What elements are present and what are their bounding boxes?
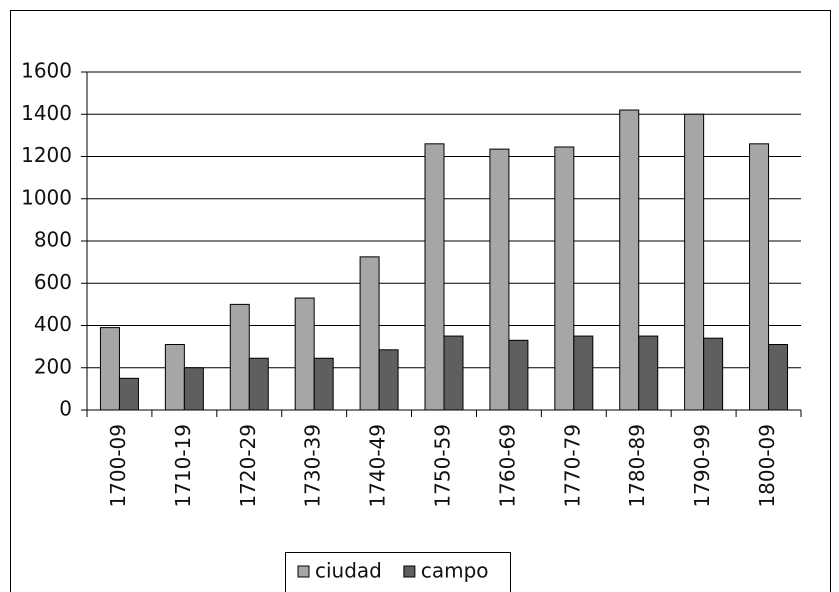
bar xyxy=(703,337,724,411)
bar xyxy=(99,327,120,411)
bar xyxy=(554,146,575,411)
x-tick-label: 1760-69 xyxy=(495,424,519,508)
legend-label: ciudad xyxy=(315,559,382,583)
bar xyxy=(619,109,640,411)
bar xyxy=(443,335,464,411)
y-tick-label: 800 xyxy=(34,228,72,252)
y-tick-label: 1400 xyxy=(21,101,72,125)
x-tick-label: 1800-09 xyxy=(755,424,779,508)
legend-label: campo xyxy=(421,559,489,583)
legend-box xyxy=(285,552,511,592)
y-tick-label: 400 xyxy=(34,312,72,336)
x-tick-label: 1730-39 xyxy=(301,424,325,508)
bar xyxy=(313,357,334,411)
bar xyxy=(573,335,594,411)
x-tick-label: 1700-09 xyxy=(106,424,130,508)
x-tick-label: 1720-29 xyxy=(236,424,260,508)
bar xyxy=(489,148,510,411)
bar xyxy=(229,303,250,411)
bar xyxy=(508,339,529,411)
y-tick-label: 1600 xyxy=(21,59,72,83)
y-tick-label: 1000 xyxy=(21,185,72,209)
legend-swatch xyxy=(297,565,310,578)
bar xyxy=(359,256,380,411)
y-tick-label: 1200 xyxy=(21,143,72,167)
x-tick-label: 1740-49 xyxy=(366,424,390,508)
bar xyxy=(424,143,445,411)
bar xyxy=(378,349,399,411)
bar xyxy=(248,357,269,411)
x-tick-label: 1710-19 xyxy=(171,424,195,508)
bar xyxy=(118,377,139,411)
y-tick-label: 0 xyxy=(59,397,72,421)
x-tick-label: 1790-99 xyxy=(690,424,714,508)
bar xyxy=(684,113,705,411)
bar xyxy=(294,297,315,411)
legend-swatch xyxy=(403,565,416,578)
bar xyxy=(164,344,185,411)
x-tick-label: 1770-79 xyxy=(560,424,584,508)
x-tick-label: 1750-59 xyxy=(431,424,455,508)
y-tick-label: 200 xyxy=(34,354,72,378)
bar xyxy=(749,143,770,411)
bar xyxy=(183,367,204,411)
chart-frame xyxy=(10,10,831,592)
bar xyxy=(638,335,659,411)
y-tick-label: 600 xyxy=(34,270,72,294)
x-tick-label: 1780-89 xyxy=(625,424,649,508)
bar xyxy=(768,344,789,411)
